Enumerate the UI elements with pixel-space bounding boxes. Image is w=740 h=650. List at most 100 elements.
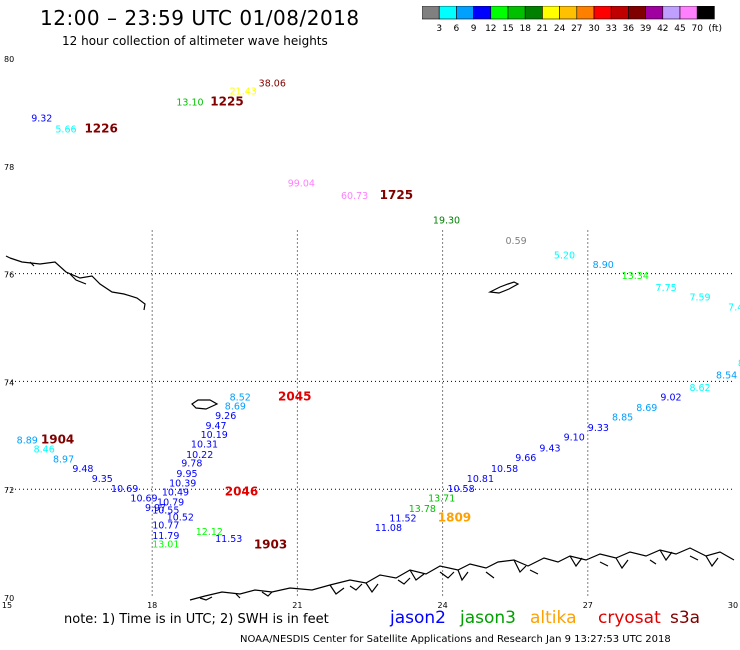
y-tick-label: 76	[4, 271, 14, 280]
wave-height-label: 8.97	[53, 454, 74, 465]
wave-height-label: 10.69	[130, 494, 157, 505]
colorbar-label: 3	[436, 24, 442, 34]
wave-height-label: 9.10	[564, 433, 585, 444]
page-title: 12:00 – 23:59 UTC 01/08/2018	[40, 6, 360, 30]
wave-height-label: 10.81	[467, 474, 494, 485]
wave-height-label: 8.54	[716, 371, 737, 382]
legend-altika: altika	[530, 608, 577, 628]
note-text: note: 1) Time is in UTC; 2) SWH is in fe…	[64, 612, 329, 627]
color-scale-legend: 3 6 9 12 15 18 21 24 27 30 33 36 39 42 45 70 (ft)	[422, 6, 722, 34]
x-tick-label: 18	[147, 601, 157, 610]
colorbar-unit: (ft)	[708, 24, 722, 34]
wave-height-label: 9.47	[205, 421, 226, 432]
wave-height-label: 9.32	[31, 114, 52, 125]
wave-height-label: 13.71	[428, 494, 455, 505]
time-label: 2046	[225, 485, 258, 499]
wave-height-label: 9.78	[181, 459, 202, 470]
coastline-norway	[189, 547, 735, 601]
wave-height-label: 9.97	[145, 503, 166, 514]
wave-height-label: 38.06	[259, 79, 286, 90]
wave-height-label: 10.69	[111, 484, 138, 495]
coastline	[5, 255, 735, 601]
wave-height-label: 8.69	[636, 403, 657, 414]
colorbar-label: 12	[485, 24, 496, 34]
wave-height-label: 0.59	[506, 236, 527, 247]
wave-height-label: 5.20	[554, 251, 575, 262]
wave-height-label: 99.04	[288, 178, 315, 189]
x-tick-label: 27	[583, 601, 593, 610]
legend-jason3: jason3	[460, 608, 516, 628]
wave-height-label: 10.52	[167, 512, 194, 523]
wave-height-label: 8.46	[34, 445, 55, 456]
colorbar-label: 27	[571, 24, 582, 34]
wave-height-label: 8.52	[230, 392, 251, 403]
time-label: 1809	[438, 511, 471, 525]
wave-height-label: 9.43	[539, 443, 560, 454]
wave-height-label: 9.26	[215, 411, 236, 422]
wave-height-label: 11.52	[389, 514, 416, 525]
wave-height-label: 8.90	[593, 260, 614, 271]
coastline-fjords	[329, 549, 719, 595]
wave-height-label: 11.08	[375, 523, 402, 534]
wave-height-label: 11.79	[152, 531, 179, 542]
colorbar-label: 24	[554, 24, 566, 34]
wave-height-label: 19.30	[433, 215, 460, 226]
wave-height-label: 9.35	[92, 474, 113, 485]
wave-height-label: 12.12	[196, 527, 223, 538]
wave-height-label: 10.77	[152, 521, 179, 532]
coastline-bjornoya	[191, 399, 219, 410]
x-tick-label: 15	[2, 601, 12, 610]
wave-height-label: 8	[738, 358, 740, 369]
coastline-svalbard	[9, 257, 146, 311]
x-tick-label: 24	[438, 601, 448, 610]
wave-height-label: 10.79	[157, 497, 184, 508]
colorbar-swatch	[696, 6, 715, 20]
wave-height-label: 10.22	[186, 450, 213, 461]
colorbar-label: 6	[454, 24, 460, 34]
wave-height-label: 8.89	[17, 435, 38, 446]
time-label: 1903	[254, 537, 287, 551]
wave-height-label: 10.58	[491, 464, 518, 475]
time-label: 2045	[278, 389, 311, 403]
wave-height-label: 13.34	[622, 271, 649, 282]
y-tick-label: 74	[4, 378, 14, 387]
colorbar-label: 21	[537, 24, 548, 34]
y-tick-label: 78	[4, 163, 14, 172]
wave-height-label: 10.49	[162, 488, 189, 499]
wave-height-label: 8.85	[612, 413, 633, 424]
wave-height-label: 13.01	[152, 539, 179, 550]
colorbar-label: 45	[674, 24, 685, 34]
grid-lines	[7, 230, 733, 597]
wave-height-label: 9.95	[176, 469, 197, 480]
wave-height-label: 10.39	[169, 479, 196, 490]
axis-labels: 15 18 21 24 27 30 70 72 74 76 78 80	[2, 55, 738, 610]
wave-height-label: 13.10	[176, 97, 203, 108]
wave-height-label: 8.62	[689, 383, 710, 394]
x-tick-label: 30	[728, 601, 738, 610]
wave-height-label: 8.69	[225, 401, 246, 412]
wave-height-label: 60.73	[341, 191, 368, 202]
y-tick-label: 72	[4, 486, 14, 495]
colorbar-label: 36	[623, 24, 635, 34]
wave-height-label: 7.4	[728, 302, 740, 313]
x-tick-label: 21	[292, 601, 302, 610]
coastline-islands	[199, 555, 699, 601]
wave-height-label: 11.53	[215, 534, 242, 545]
wave-height-label: 7.59	[689, 293, 710, 304]
colorbar-label: 15	[502, 24, 513, 34]
wave-height-label: 10.31	[191, 440, 218, 451]
credit-text: NOAA/NESDIS Center for Satellite Applica…	[240, 634, 671, 645]
colorbar-label: 33	[605, 24, 616, 34]
wave-height-label: 7.75	[656, 283, 677, 294]
colorbar-label: 42	[657, 24, 668, 34]
legend-jason2: jason2	[390, 608, 446, 628]
legend-cryosat: cryosat	[598, 608, 661, 628]
colorbar-label: 70	[691, 24, 703, 34]
wave-height-label: 10.55	[152, 505, 179, 516]
time-label: 1904	[41, 432, 74, 446]
wave-height-label: 9.48	[72, 464, 93, 475]
time-label: 1226	[84, 121, 117, 135]
y-tick-label: 80	[4, 55, 14, 64]
